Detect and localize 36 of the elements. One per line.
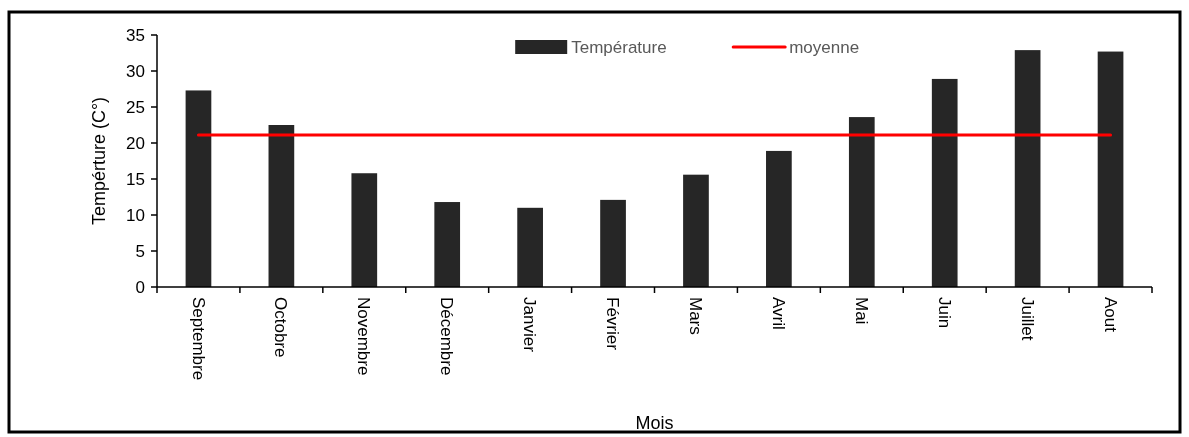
bar <box>931 78 958 287</box>
y-tick-label: 25 <box>126 97 145 117</box>
x-tick-label: Octobre <box>271 297 291 358</box>
y-tick-label: 0 <box>135 277 145 297</box>
y-tick-label: 10 <box>126 205 145 225</box>
x-tick-label: Avril <box>768 297 788 330</box>
bar <box>1097 51 1124 287</box>
y-tick-label: 35 <box>126 25 145 45</box>
legend-label: moyenne <box>789 37 860 57</box>
bar <box>1014 50 1041 287</box>
bar <box>351 173 378 287</box>
y-tick-label: 30 <box>126 61 145 81</box>
bar <box>683 174 709 287</box>
bar <box>185 90 212 287</box>
bar <box>517 207 543 287</box>
x-axis-title: Mois <box>635 413 674 433</box>
x-tick-label: Décembre <box>437 297 457 376</box>
bar <box>600 199 626 287</box>
bar <box>268 125 295 287</box>
x-tick-label: Aout <box>1100 297 1120 333</box>
bar <box>766 150 792 287</box>
y-tick-label: 20 <box>126 133 145 153</box>
legend-label: Température <box>571 37 667 57</box>
x-tick-label: Juin <box>934 297 954 329</box>
bar <box>848 117 875 287</box>
y-axis-title: Tempérture (C°) <box>89 96 109 226</box>
x-tick-label: Mars <box>686 297 706 335</box>
x-tick-label: Février <box>603 297 623 351</box>
y-tick-label: 5 <box>135 241 145 261</box>
x-tick-label: Mai <box>851 297 871 325</box>
x-tick-label: Juillet <box>1017 297 1037 341</box>
bar <box>434 202 461 287</box>
x-tick-label: Septembre <box>188 297 208 381</box>
x-tick-label: Janvier <box>520 297 540 353</box>
x-tick-label: Novembre <box>354 297 374 376</box>
y-tick-label: 15 <box>126 169 145 189</box>
